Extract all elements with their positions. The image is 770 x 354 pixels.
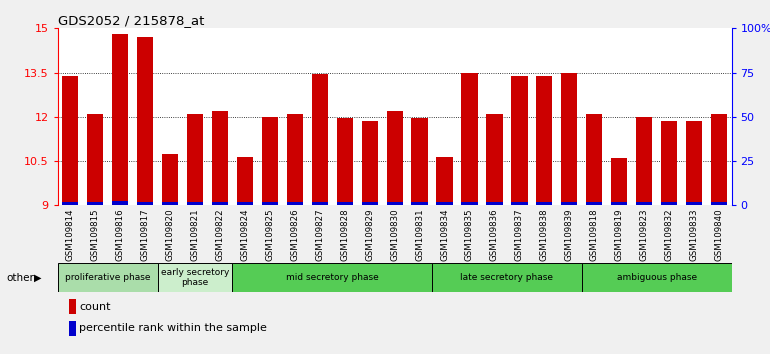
Text: early secretory
phase: early secretory phase bbox=[161, 268, 229, 287]
Text: GSM109834: GSM109834 bbox=[440, 208, 449, 261]
Bar bbox=[162, 154, 178, 205]
Bar bbox=[387, 202, 403, 205]
Text: GSM109827: GSM109827 bbox=[315, 208, 324, 261]
Bar bbox=[461, 73, 477, 205]
Bar bbox=[69, 321, 76, 336]
Bar bbox=[187, 114, 203, 205]
Bar bbox=[487, 114, 503, 205]
Text: GSM109817: GSM109817 bbox=[141, 208, 149, 261]
Bar bbox=[461, 202, 477, 205]
Text: mid secretory phase: mid secretory phase bbox=[286, 273, 379, 282]
Bar bbox=[286, 202, 303, 205]
Bar bbox=[686, 121, 702, 205]
Bar bbox=[187, 202, 203, 205]
Bar bbox=[262, 202, 278, 205]
Text: GSM109821: GSM109821 bbox=[190, 208, 199, 261]
Text: ambiguous phase: ambiguous phase bbox=[617, 273, 697, 282]
Bar bbox=[661, 202, 678, 205]
Bar bbox=[212, 111, 228, 205]
Bar bbox=[87, 114, 103, 205]
Bar bbox=[87, 202, 103, 205]
Bar bbox=[411, 118, 427, 205]
Text: GSM109826: GSM109826 bbox=[290, 208, 300, 261]
Text: GSM109814: GSM109814 bbox=[65, 208, 75, 261]
Text: GSM109823: GSM109823 bbox=[640, 208, 648, 261]
Text: proliferative phase: proliferative phase bbox=[65, 273, 150, 282]
Bar bbox=[586, 202, 602, 205]
Bar bbox=[233, 263, 432, 292]
Text: GSM109824: GSM109824 bbox=[240, 208, 249, 261]
Bar bbox=[162, 202, 178, 205]
Text: GSM109835: GSM109835 bbox=[465, 208, 474, 261]
Bar bbox=[336, 202, 353, 205]
Text: GSM109820: GSM109820 bbox=[166, 208, 175, 261]
Text: GSM109828: GSM109828 bbox=[340, 208, 350, 261]
Bar bbox=[411, 202, 427, 205]
Bar bbox=[611, 202, 628, 205]
Text: late secretory phase: late secretory phase bbox=[460, 273, 554, 282]
Bar bbox=[536, 202, 552, 205]
Bar bbox=[432, 263, 582, 292]
Text: count: count bbox=[79, 302, 110, 312]
Text: GSM109838: GSM109838 bbox=[540, 208, 549, 261]
Bar bbox=[312, 74, 328, 205]
Bar bbox=[212, 202, 228, 205]
Bar bbox=[511, 202, 527, 205]
Bar bbox=[437, 156, 453, 205]
Bar bbox=[437, 202, 453, 205]
Text: GSM109839: GSM109839 bbox=[565, 208, 574, 261]
Text: GSM109831: GSM109831 bbox=[415, 208, 424, 261]
Text: GSM109832: GSM109832 bbox=[665, 208, 674, 261]
Text: GSM109833: GSM109833 bbox=[690, 208, 698, 261]
Bar bbox=[387, 111, 403, 205]
Bar bbox=[112, 201, 129, 205]
Text: GDS2052 / 215878_at: GDS2052 / 215878_at bbox=[58, 14, 204, 27]
Text: GSM109829: GSM109829 bbox=[365, 208, 374, 261]
Bar bbox=[711, 114, 727, 205]
Bar bbox=[262, 117, 278, 205]
Text: other: other bbox=[6, 273, 34, 283]
Bar bbox=[69, 299, 76, 314]
Text: GSM109837: GSM109837 bbox=[515, 208, 524, 261]
Text: GSM109819: GSM109819 bbox=[614, 208, 624, 261]
Text: GSM109825: GSM109825 bbox=[266, 208, 274, 261]
Text: GSM109816: GSM109816 bbox=[116, 208, 125, 261]
Bar bbox=[62, 202, 79, 205]
Text: GSM109822: GSM109822 bbox=[216, 208, 224, 261]
Bar bbox=[312, 202, 328, 205]
Bar bbox=[237, 202, 253, 205]
Bar bbox=[362, 121, 378, 205]
Text: percentile rank within the sample: percentile rank within the sample bbox=[79, 323, 266, 333]
Bar bbox=[137, 202, 153, 205]
Text: GSM109830: GSM109830 bbox=[390, 208, 399, 261]
Text: ▶: ▶ bbox=[34, 273, 42, 283]
Bar bbox=[286, 114, 303, 205]
Bar bbox=[158, 263, 233, 292]
Bar bbox=[636, 117, 652, 205]
Bar bbox=[611, 158, 628, 205]
Bar bbox=[711, 202, 727, 205]
Text: GSM109836: GSM109836 bbox=[490, 208, 499, 261]
Bar bbox=[58, 263, 158, 292]
Bar bbox=[636, 202, 652, 205]
Bar bbox=[686, 202, 702, 205]
Bar bbox=[112, 34, 129, 205]
Text: GSM109840: GSM109840 bbox=[715, 208, 724, 261]
Bar bbox=[237, 156, 253, 205]
Bar bbox=[62, 75, 79, 205]
Bar bbox=[582, 263, 732, 292]
Bar bbox=[137, 37, 153, 205]
Bar bbox=[336, 118, 353, 205]
Bar bbox=[511, 75, 527, 205]
Bar bbox=[561, 73, 578, 205]
Text: GSM109815: GSM109815 bbox=[91, 208, 99, 261]
Text: GSM109818: GSM109818 bbox=[590, 208, 599, 261]
Bar bbox=[661, 121, 678, 205]
Bar bbox=[536, 75, 552, 205]
Bar bbox=[586, 114, 602, 205]
Bar bbox=[362, 202, 378, 205]
Bar bbox=[487, 202, 503, 205]
Bar bbox=[561, 202, 578, 205]
